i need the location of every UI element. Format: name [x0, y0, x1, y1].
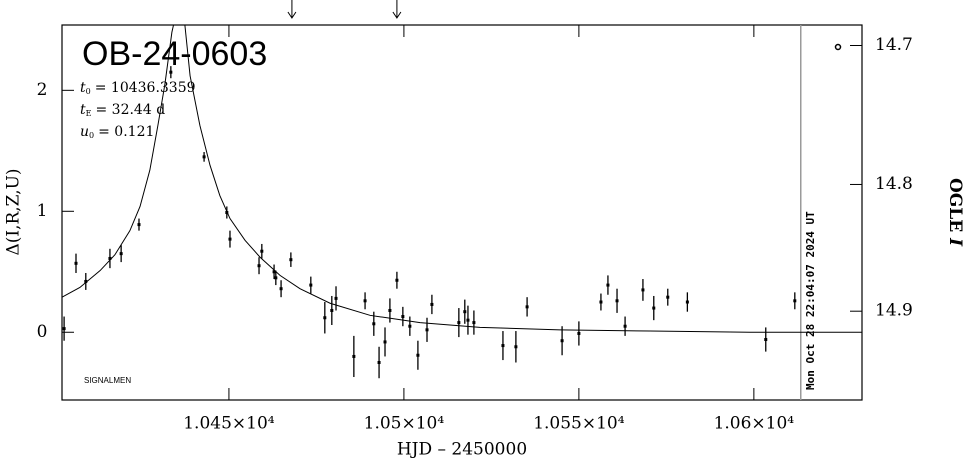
x-tick-label: 1.045×10⁴	[183, 414, 275, 434]
data-point	[560, 339, 564, 343]
baseline-marker	[834, 43, 842, 51]
data-point	[501, 344, 505, 348]
data-point	[457, 321, 461, 325]
data-point	[430, 302, 434, 306]
data-point	[363, 299, 367, 303]
data-point	[416, 353, 420, 357]
data-point	[623, 324, 627, 328]
data-point	[225, 211, 229, 214]
data-point	[666, 295, 670, 299]
data-point	[388, 308, 392, 312]
parameter-symbol: t	[80, 80, 86, 96]
data-point	[652, 306, 656, 310]
data-point	[466, 318, 470, 322]
data-point	[119, 252, 123, 256]
data-point	[401, 315, 405, 319]
data-point	[615, 299, 619, 303]
parameter-symbol: u	[80, 124, 89, 140]
x-axis-label: HJD – 2450000	[397, 440, 527, 459]
data-point	[289, 258, 293, 262]
data-point	[309, 283, 313, 287]
data-point	[334, 296, 338, 300]
data-point	[793, 299, 797, 303]
data-point	[323, 316, 327, 320]
marker-line-label: Mon Oct 28 22:04:07 2024 UT	[804, 211, 817, 390]
data-point	[764, 338, 768, 342]
parameter-subscript: E	[86, 109, 92, 118]
data-point	[108, 256, 112, 260]
data-point	[372, 322, 376, 326]
fit-parameter: u0 = 0.121	[80, 124, 154, 140]
parameter-value: = 10436.3359	[95, 80, 196, 96]
data-point	[685, 300, 689, 304]
data-point	[352, 354, 356, 358]
y2-label-text: OGLE	[946, 178, 965, 232]
data-point	[260, 249, 264, 253]
data-point	[169, 70, 173, 74]
footnote: SIGNALMEN	[84, 376, 131, 385]
y2-tick-label: 14.8	[875, 174, 913, 194]
data-point	[330, 308, 334, 312]
data-point	[279, 287, 283, 291]
data-point	[228, 237, 232, 241]
data-point	[606, 283, 610, 287]
parameter-subscript: 0	[86, 87, 91, 96]
data-point	[84, 279, 88, 283]
data-point	[408, 324, 412, 328]
model-curve	[62, 25, 862, 333]
data-point	[599, 300, 603, 304]
chart-title: OB-24-0603	[82, 35, 267, 73]
data-point	[137, 223, 141, 227]
x-tick-label: 1.055×10⁴	[533, 414, 625, 434]
y2-axis-label: OGLE I	[946, 178, 965, 247]
data-point	[525, 305, 529, 309]
y-tick-label: 1	[37, 201, 48, 221]
data-point	[74, 261, 78, 265]
data-point	[202, 155, 206, 159]
fit-parameter: t0 = 10436.3359	[80, 80, 196, 96]
y-tick-label: 0	[37, 322, 48, 342]
plot-area	[62, 25, 862, 379]
x-tick-label: 1.05×10⁴	[364, 414, 445, 434]
data-point	[395, 278, 399, 282]
data-point	[62, 327, 66, 331]
plot-frame	[61, 24, 863, 401]
parameter-value: = 32.44 d	[95, 102, 165, 118]
data-point	[425, 328, 429, 332]
y-tick-label: 2	[37, 80, 48, 100]
data-point	[641, 288, 645, 292]
x-tick-label: 1.06×10⁴	[714, 414, 795, 434]
data-point	[377, 361, 381, 364]
parameter-subscript: 0	[89, 131, 94, 140]
y2-tick-label: 14.7	[875, 35, 913, 55]
fit-parameter: tE = 32.44 d	[80, 102, 165, 118]
parameter-symbol: t	[80, 102, 86, 118]
data-point	[472, 321, 476, 325]
y-axis-label: Δ(I,R,Z,U)	[4, 168, 24, 255]
data-point	[383, 340, 387, 344]
y2-tick-label: 14.9	[875, 301, 913, 321]
parameter-value: = 0.121	[98, 124, 154, 140]
epoch-arrow	[392, 0, 402, 19]
epoch-arrow	[287, 0, 297, 19]
data-point	[257, 264, 261, 268]
y2-label-variable: I	[946, 237, 965, 247]
data-point	[577, 331, 581, 335]
data-point	[463, 310, 467, 314]
data-point	[514, 345, 518, 349]
data-point	[272, 270, 276, 274]
data-point	[274, 276, 278, 280]
